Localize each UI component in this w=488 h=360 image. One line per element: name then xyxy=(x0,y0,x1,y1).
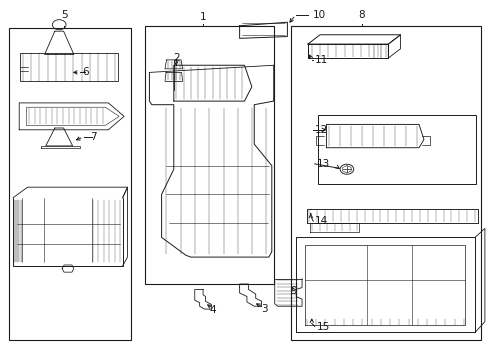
Text: 8: 8 xyxy=(358,10,364,20)
Text: 6: 6 xyxy=(82,67,89,77)
Text: 1: 1 xyxy=(199,12,206,22)
Text: 9: 9 xyxy=(289,286,296,296)
Text: 2: 2 xyxy=(173,53,179,63)
Bar xyxy=(9,28,131,339)
Text: 4: 4 xyxy=(209,305,216,315)
Text: 10: 10 xyxy=(312,10,325,20)
Text: 15: 15 xyxy=(316,322,329,332)
Text: 14: 14 xyxy=(315,216,328,226)
Text: 13: 13 xyxy=(316,159,329,169)
Text: 5: 5 xyxy=(61,10,67,20)
Bar xyxy=(144,26,273,284)
Text: 11: 11 xyxy=(315,55,328,65)
Text: 3: 3 xyxy=(260,304,267,314)
Text: 12: 12 xyxy=(315,125,328,135)
Bar xyxy=(317,116,475,184)
Bar xyxy=(290,26,480,339)
Bar xyxy=(20,53,118,81)
Text: 7: 7 xyxy=(90,132,97,142)
